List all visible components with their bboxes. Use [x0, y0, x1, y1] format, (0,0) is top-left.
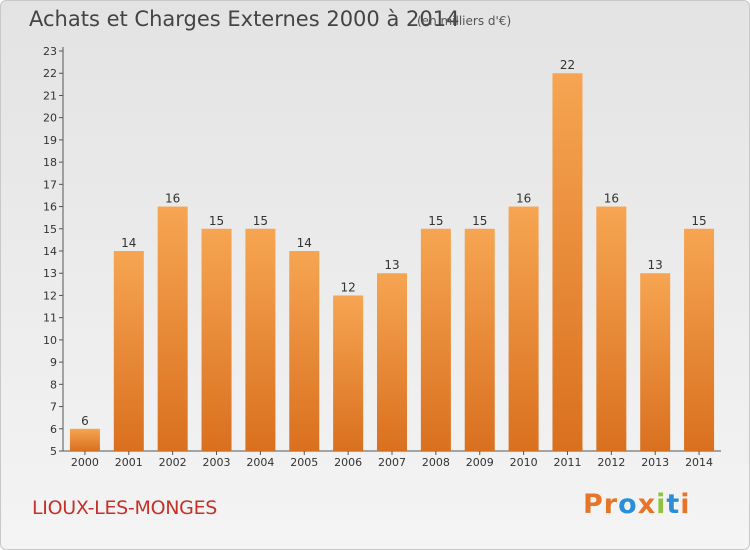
y-tick-label: 11	[43, 312, 57, 325]
x-tick-label: 2009	[466, 456, 494, 469]
bar-2003	[201, 228, 232, 451]
x-tick-label: 2014	[685, 456, 713, 469]
bar-2010	[508, 206, 539, 451]
x-tick-label: 2008	[422, 456, 450, 469]
bars: 6 14 16 15 15 14 12 13 15 15 16 22 16 13 15	[69, 58, 715, 451]
value-label: 13	[648, 258, 663, 272]
y-tick-label: 9	[50, 356, 57, 369]
x-tick-label: 2011	[553, 456, 581, 469]
brand-letter: r	[603, 489, 619, 520]
y-tick-label: 6	[50, 423, 57, 436]
x-tick-label: 2003	[203, 456, 231, 469]
x-tick-label: 2001	[115, 456, 143, 469]
brand-letter: t	[666, 489, 681, 520]
y-tick-label: 18	[43, 156, 57, 169]
value-label: 15	[691, 214, 706, 228]
x-tick-label: 2005	[290, 456, 318, 469]
value-label: 13	[384, 258, 399, 272]
value-label: 14	[121, 236, 136, 250]
value-label: 15	[253, 214, 268, 228]
x-tick-label: 2002	[159, 456, 187, 469]
value-label: 6	[81, 414, 89, 428]
brand-letter: i	[680, 489, 691, 520]
value-label: 12	[340, 280, 355, 294]
y-tick-label: 16	[43, 201, 57, 214]
x-tick-label: 2012	[597, 456, 625, 469]
bar-2013	[640, 273, 671, 451]
brand-letter: P	[583, 489, 604, 520]
bar-2000	[69, 428, 100, 451]
bar-2005	[289, 251, 320, 451]
bar-2004	[245, 228, 276, 451]
brand-letter: x	[637, 489, 657, 520]
y-tick-label: 12	[43, 289, 57, 302]
x-tick-label: 2010	[510, 456, 538, 469]
bar-2011	[552, 73, 583, 451]
value-label: 15	[472, 214, 487, 228]
bar-2008	[420, 228, 451, 451]
chart-unit: (en milliers d'€)	[417, 14, 512, 28]
bar-2006	[333, 295, 364, 451]
value-label: 16	[604, 192, 619, 206]
bar-2001	[113, 251, 144, 451]
bar-2014	[684, 228, 715, 451]
bar-2012	[596, 206, 627, 451]
value-label: 14	[297, 236, 312, 250]
y-tick-label: 19	[43, 134, 57, 147]
brand-logo: Proxiti	[583, 489, 691, 520]
value-label: 15	[209, 214, 224, 228]
brand-letter: i	[656, 489, 667, 520]
bar-2009	[464, 228, 495, 451]
y-tick-label: 13	[43, 267, 57, 280]
y-tick-label: 14	[43, 245, 57, 258]
brand-letter: o	[618, 489, 638, 520]
x-tick-label: 2013	[641, 456, 669, 469]
y-tick-label: 22	[43, 67, 57, 80]
chart-title: Achats et Charges Externes 2000 à 2014	[29, 7, 460, 31]
y-tick-label: 17	[43, 178, 57, 191]
x-tick-label: 2006	[334, 456, 362, 469]
value-label: 15	[428, 214, 443, 228]
y-tick-label: 21	[43, 89, 57, 102]
x-tick-label: 2004	[246, 456, 274, 469]
y-tick-label: 7	[50, 401, 57, 414]
y-tick-label: 5	[50, 445, 57, 458]
y-tick-label: 23	[43, 45, 57, 58]
value-label: 22	[560, 58, 575, 72]
bar-2007	[377, 273, 407, 451]
x-tick-label: 2000	[71, 456, 99, 469]
y-tick-label: 20	[43, 112, 57, 125]
value-label: 16	[516, 192, 531, 206]
y-tick-label: 8	[50, 378, 57, 391]
y-tick-label: 15	[43, 223, 57, 236]
x-tick-label: 2007	[378, 456, 406, 469]
y-tick-label: 10	[43, 334, 57, 347]
town-name: LIOUX-LES-MONGES	[32, 497, 218, 519]
value-label: 16	[165, 192, 180, 206]
axes: 5 6 7 8 9 10 11 12 13 14 15 16 17 18 19 20 21 22 23 2000 200…	[43, 45, 721, 469]
bar-2002	[157, 206, 188, 451]
